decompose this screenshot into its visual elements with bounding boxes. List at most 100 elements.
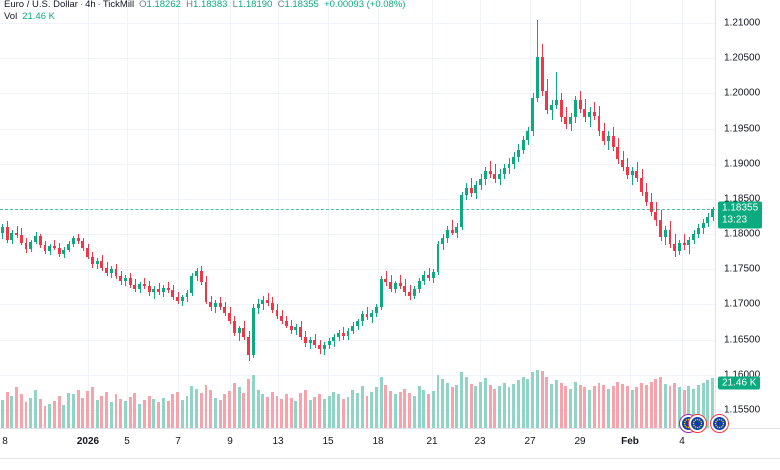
volume-bar — [57, 396, 61, 428]
volume-bar — [90, 386, 94, 428]
volume-bar — [673, 382, 677, 428]
current-price-badge[interactable]: 1.18355 13:23 — [718, 201, 763, 229]
candle-body — [370, 312, 374, 318]
candle-body — [379, 279, 383, 308]
candle-body — [412, 288, 416, 296]
time-tick-21: 21 — [426, 436, 438, 447]
candle-body — [403, 286, 407, 292]
volume-bar — [100, 396, 104, 428]
time-scale[interactable]: 8 2026 5 7 9 13 15 18 21 23 27 29 Feb 4 — [0, 429, 715, 458]
candle-body — [540, 56, 544, 91]
volume-bar — [692, 388, 696, 428]
candle-body — [5, 227, 9, 240]
volume-bar — [403, 388, 407, 428]
volume-bar — [95, 400, 99, 428]
volume-bar — [303, 389, 307, 428]
volume-bar — [427, 394, 430, 428]
volume-bar — [195, 388, 198, 428]
candle-body — [455, 227, 459, 233]
volume-bar — [687, 386, 691, 428]
candle-body — [166, 287, 170, 291]
candle-body — [678, 242, 681, 251]
volume-bar — [445, 382, 449, 428]
price-tick-2: 1.20000 — [724, 87, 761, 99]
time-tick-2026: 2026 — [76, 436, 100, 447]
volume-bar — [176, 392, 180, 428]
gridline-h-10 — [0, 375, 715, 376]
volume-bar — [393, 394, 397, 428]
candle-body — [630, 170, 634, 175]
candle-body — [531, 97, 535, 132]
candle-body — [285, 320, 288, 326]
candle-body — [171, 290, 175, 298]
candle-body — [48, 246, 52, 251]
volume-bar — [29, 397, 33, 428]
economic-event-eu-3[interactable] — [710, 414, 729, 433]
volume-bar — [228, 390, 232, 428]
candle-body — [142, 284, 146, 287]
volume-bar — [502, 382, 506, 428]
legend-interval[interactable]: 4h — [85, 0, 96, 10]
bottom-divider — [0, 458, 780, 459]
candle-body — [180, 297, 184, 301]
economic-event-markers[interactable] — [0, 414, 729, 436]
current-volume-badge[interactable]: 21.46 K — [718, 376, 761, 390]
candle-wick — [556, 72, 557, 109]
price-tick-10: 1.16000 — [724, 369, 761, 381]
candle-body — [185, 293, 189, 298]
chart-legend[interactable]: Euro / U.S. Dollar · 4h · TickMill O1.18262 H… — [4, 0, 405, 11]
time-tick-27: 27 — [524, 436, 536, 447]
price-tick-0: 1.21000 — [724, 17, 761, 29]
volume-bar — [152, 399, 156, 428]
volume-bar — [138, 403, 142, 428]
price-tick-1: 1.20500 — [724, 52, 761, 64]
economic-event-eu-2[interactable] — [688, 414, 707, 433]
candle-wick — [490, 160, 491, 178]
candle-body — [10, 233, 14, 240]
volume-bar — [569, 388, 573, 428]
volume-legend[interactable]: Vol 21.46 K — [4, 11, 55, 23]
gridline-h-0 — [0, 23, 715, 24]
price-scale[interactable]: 1.21000 1.20500 1.20000 1.19500 1.19000 1.185… — [716, 0, 780, 428]
gridline-h-2 — [0, 93, 715, 94]
candle-body — [673, 243, 677, 251]
legend-low-label: L — [232, 0, 238, 10]
time-tick-8: 8 — [2, 436, 8, 447]
candle-body — [223, 306, 227, 313]
candle-body — [649, 201, 653, 212]
candle-body — [445, 229, 449, 238]
candle-wick — [154, 286, 155, 299]
volume-bar — [464, 376, 468, 428]
price-tick-5: 1.18500 — [724, 193, 761, 205]
volume-bar — [592, 386, 596, 428]
volume-bar — [346, 396, 350, 428]
candle-body — [57, 248, 61, 254]
volume-bar — [408, 393, 412, 428]
volume-bar — [374, 387, 378, 428]
candle-wick — [239, 325, 240, 342]
volume-bar — [223, 394, 227, 428]
time-tick-feb: Feb — [621, 436, 639, 447]
volume-bar — [469, 383, 473, 428]
current-volume-value: 21.46 K — [722, 377, 757, 389]
candle-body — [351, 325, 355, 332]
candle-body — [611, 135, 615, 147]
candle-body — [270, 303, 274, 311]
gridline-v-2 — [127, 0, 128, 428]
candle-body — [526, 131, 530, 140]
legend-symbol[interactable]: Euro / U.S. Dollar — [4, 0, 78, 10]
candle-body — [659, 220, 662, 237]
legend-low-value: 1.18190 — [237, 0, 273, 10]
candle-body — [696, 228, 700, 235]
candle-body — [128, 277, 132, 285]
plot-area[interactable] — [0, 0, 715, 428]
volume-bar — [659, 376, 662, 428]
legend-exchange[interactable]: TickMill — [102, 0, 135, 10]
volume-bar — [398, 392, 402, 428]
candle-body — [195, 271, 198, 277]
volume-bar — [559, 382, 563, 428]
candle-body — [625, 166, 629, 175]
volume-bar — [521, 376, 525, 428]
candle-body — [521, 139, 525, 150]
